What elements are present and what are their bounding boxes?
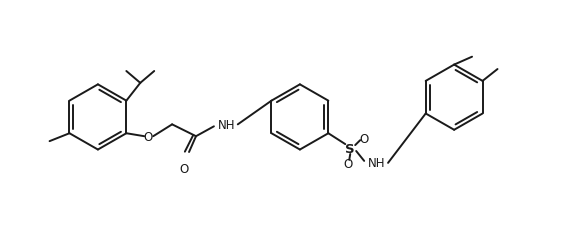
Text: NH: NH xyxy=(218,118,235,131)
Text: S: S xyxy=(346,142,355,155)
Text: NH: NH xyxy=(368,157,386,170)
Text: O: O xyxy=(144,130,153,143)
Text: O: O xyxy=(360,132,369,145)
Text: O: O xyxy=(343,158,353,171)
Text: O: O xyxy=(179,162,189,175)
